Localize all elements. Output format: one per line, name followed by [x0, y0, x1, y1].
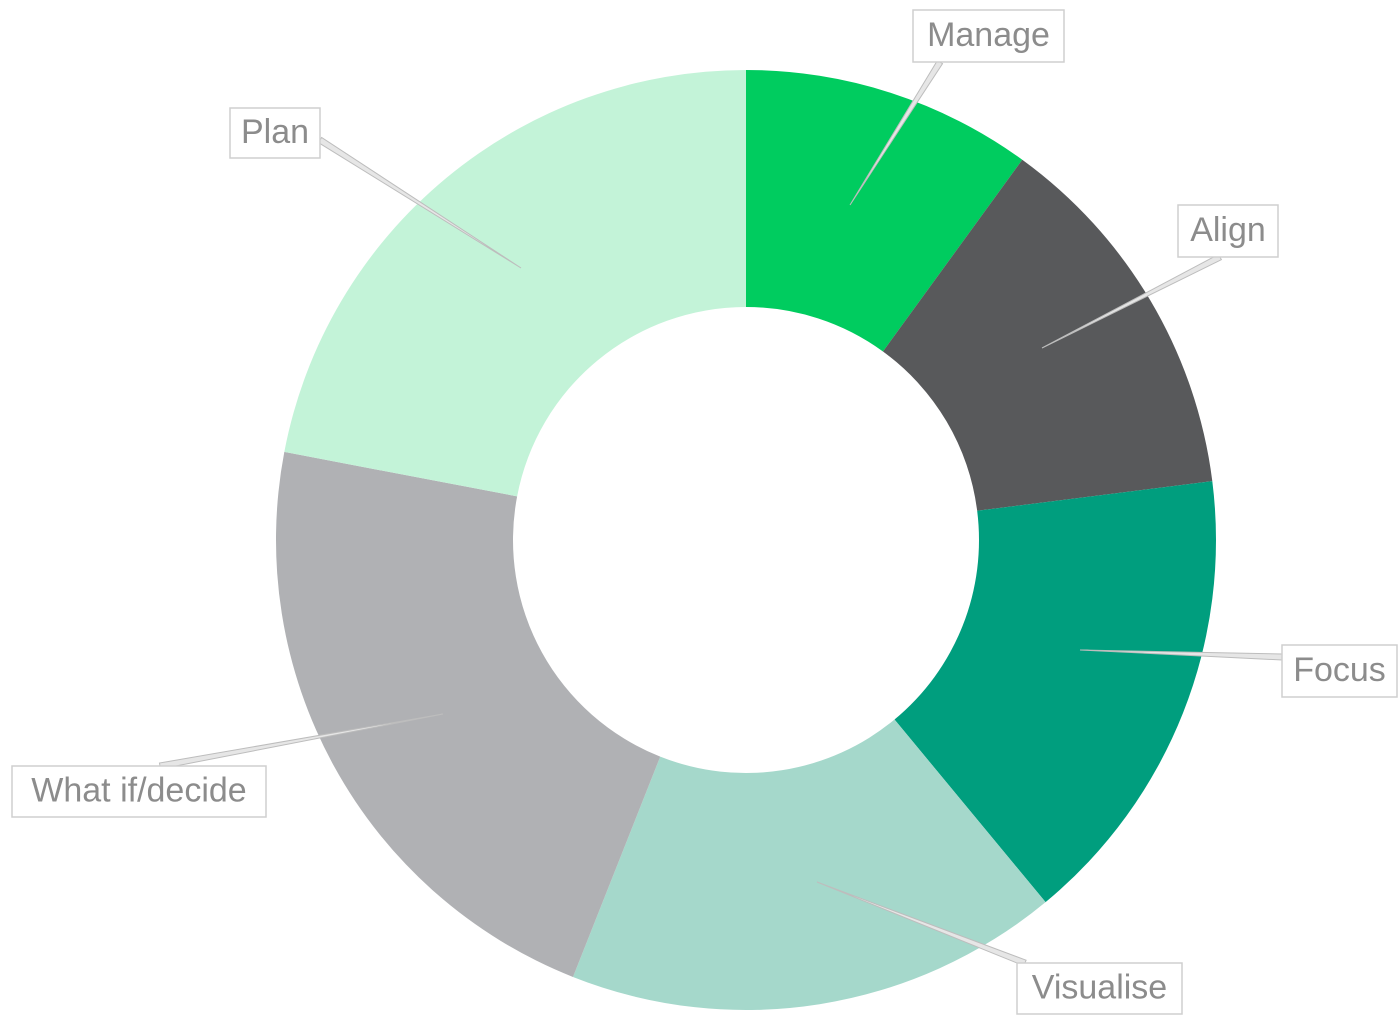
- slice-label: Visualise: [1032, 968, 1167, 1006]
- label-box: [912, 9, 1065, 63]
- label-box: [1016, 962, 1183, 1015]
- slice-label: Align: [1190, 211, 1266, 249]
- donut-slice: [275, 451, 661, 977]
- donut-slice: [894, 481, 1216, 903]
- donut-slice: [572, 719, 1046, 1010]
- slice-label: Plan: [241, 113, 309, 151]
- donut-slice: [746, 70, 1023, 352]
- donut-slice: [882, 159, 1213, 511]
- label-box: [11, 765, 267, 818]
- donut-slice: [284, 70, 746, 497]
- label-box: [1281, 644, 1398, 698]
- label-box: [1177, 204, 1279, 258]
- label-box: [229, 107, 321, 159]
- slice-label: What if/decide: [31, 771, 246, 809]
- slice-label: Manage: [927, 16, 1050, 54]
- slice-label: Focus: [1293, 651, 1386, 689]
